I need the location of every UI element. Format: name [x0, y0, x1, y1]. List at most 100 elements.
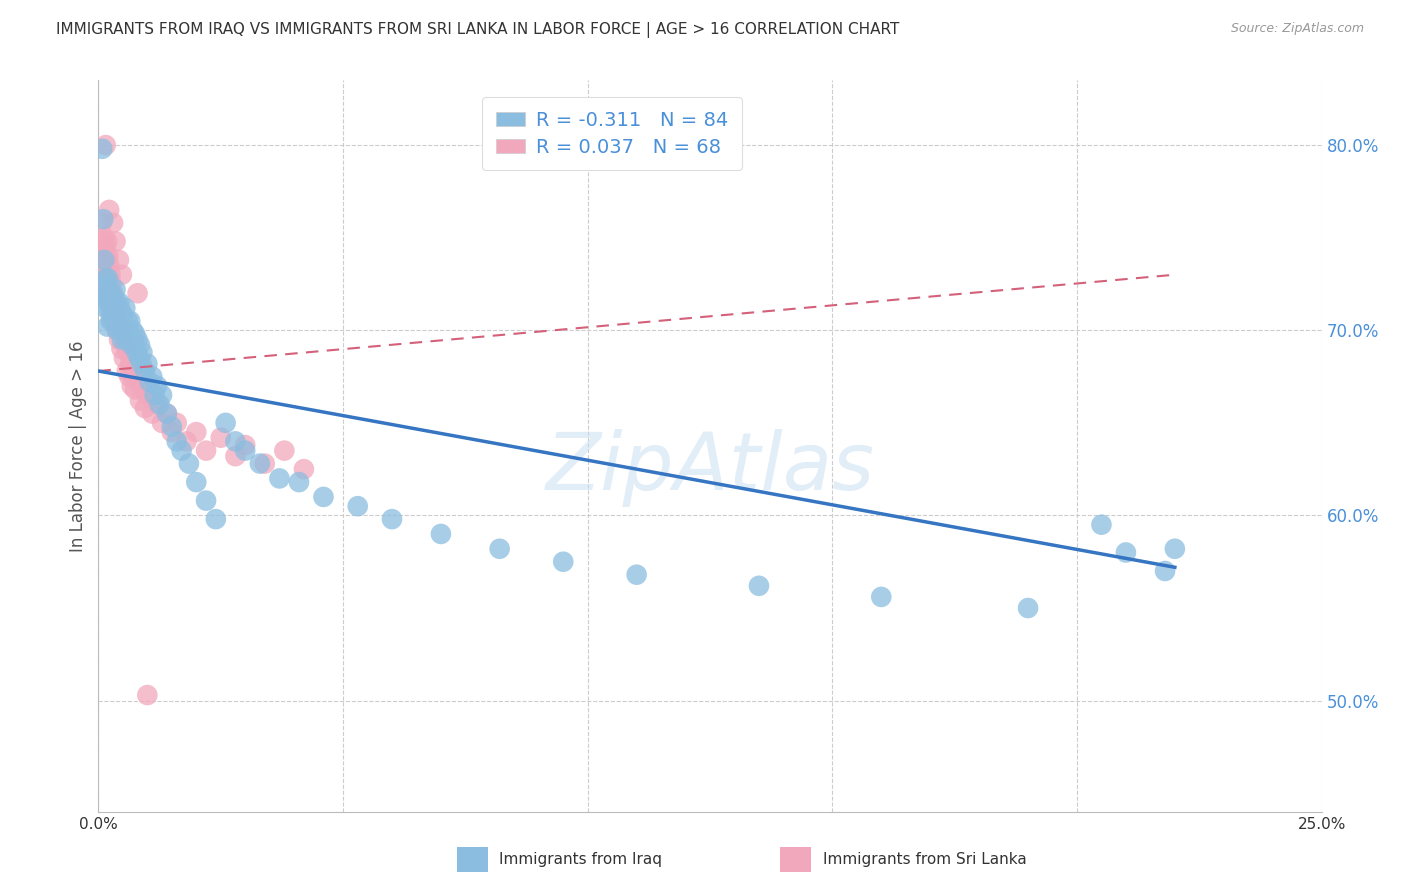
Text: Immigrants from Sri Lanka: Immigrants from Sri Lanka — [823, 853, 1026, 867]
Point — [97, 249, 120, 263]
Point — [224, 434, 246, 449]
Point — [125, 345, 148, 359]
Point — [143, 388, 166, 402]
Point — [108, 309, 131, 323]
Point — [195, 493, 218, 508]
Point — [93, 252, 115, 267]
Point — [748, 579, 770, 593]
Point — [104, 283, 127, 297]
Point — [127, 375, 149, 389]
Point — [114, 338, 136, 352]
Point — [112, 351, 135, 365]
Point — [121, 368, 143, 382]
Point — [136, 357, 159, 371]
Point — [186, 475, 208, 489]
Point — [160, 425, 183, 439]
Point — [150, 388, 173, 402]
Point — [112, 323, 135, 337]
Point — [108, 333, 131, 347]
Point — [97, 271, 120, 285]
Point — [96, 252, 118, 267]
Point — [292, 462, 315, 476]
Point — [170, 443, 193, 458]
Point — [110, 342, 132, 356]
Point — [166, 416, 188, 430]
Point — [100, 268, 122, 282]
Point — [104, 314, 127, 328]
Point — [156, 407, 179, 421]
Point — [111, 333, 134, 347]
Point — [98, 259, 121, 273]
Point — [233, 443, 256, 458]
Point — [111, 268, 134, 282]
Point — [146, 397, 169, 411]
Point — [94, 290, 117, 304]
Point — [121, 338, 143, 352]
Point — [209, 431, 232, 445]
Point — [107, 301, 129, 315]
Point — [131, 357, 153, 371]
Point — [136, 688, 159, 702]
Point — [98, 202, 121, 217]
Point — [120, 314, 142, 328]
Point — [136, 388, 159, 402]
Point — [1164, 541, 1187, 556]
Point — [97, 277, 120, 291]
Point — [103, 295, 125, 310]
Point — [149, 397, 172, 411]
Point — [104, 314, 127, 328]
Point — [105, 323, 128, 337]
Point — [100, 277, 122, 291]
Point — [120, 357, 142, 371]
Point — [90, 286, 112, 301]
Point — [128, 351, 150, 365]
Point — [122, 336, 145, 351]
Point — [156, 407, 179, 421]
Point — [134, 364, 156, 378]
Point — [100, 290, 122, 304]
Point — [96, 271, 118, 285]
Point — [205, 512, 228, 526]
Point — [108, 295, 131, 310]
Point — [870, 590, 893, 604]
Point — [94, 301, 117, 315]
Point — [115, 333, 138, 347]
Point — [111, 309, 134, 323]
Point — [626, 567, 648, 582]
Point — [553, 555, 575, 569]
Text: ZipAtlas: ZipAtlas — [546, 429, 875, 507]
Point — [105, 301, 128, 315]
Point — [110, 319, 132, 334]
Point — [131, 383, 153, 397]
Point — [166, 434, 188, 449]
Point — [127, 286, 149, 301]
Point — [100, 290, 122, 304]
Point — [195, 443, 218, 458]
Point — [91, 259, 114, 273]
Point — [98, 283, 121, 297]
Point — [346, 499, 368, 513]
Point — [249, 457, 271, 471]
Point — [96, 319, 118, 334]
Point — [96, 290, 118, 304]
Point — [103, 304, 125, 318]
Point — [177, 457, 200, 471]
Point — [91, 235, 114, 249]
Point — [288, 475, 311, 489]
Point — [150, 416, 173, 430]
Text: IMMIGRANTS FROM IRAQ VS IMMIGRANTS FROM SRI LANKA IN LABOR FORCE | AGE > 16 CORR: IMMIGRANTS FROM IRAQ VS IMMIGRANTS FROM … — [56, 22, 900, 38]
Point — [141, 369, 163, 384]
Point — [121, 323, 143, 337]
Point — [253, 457, 276, 471]
Point — [93, 230, 115, 244]
Point — [96, 235, 118, 249]
Point — [269, 471, 291, 485]
Point — [108, 252, 131, 267]
Point — [129, 338, 152, 352]
Point — [105, 323, 128, 337]
Point — [124, 383, 146, 397]
Point — [101, 290, 124, 304]
Point — [90, 216, 112, 230]
Point — [129, 393, 152, 408]
Point — [381, 512, 404, 526]
